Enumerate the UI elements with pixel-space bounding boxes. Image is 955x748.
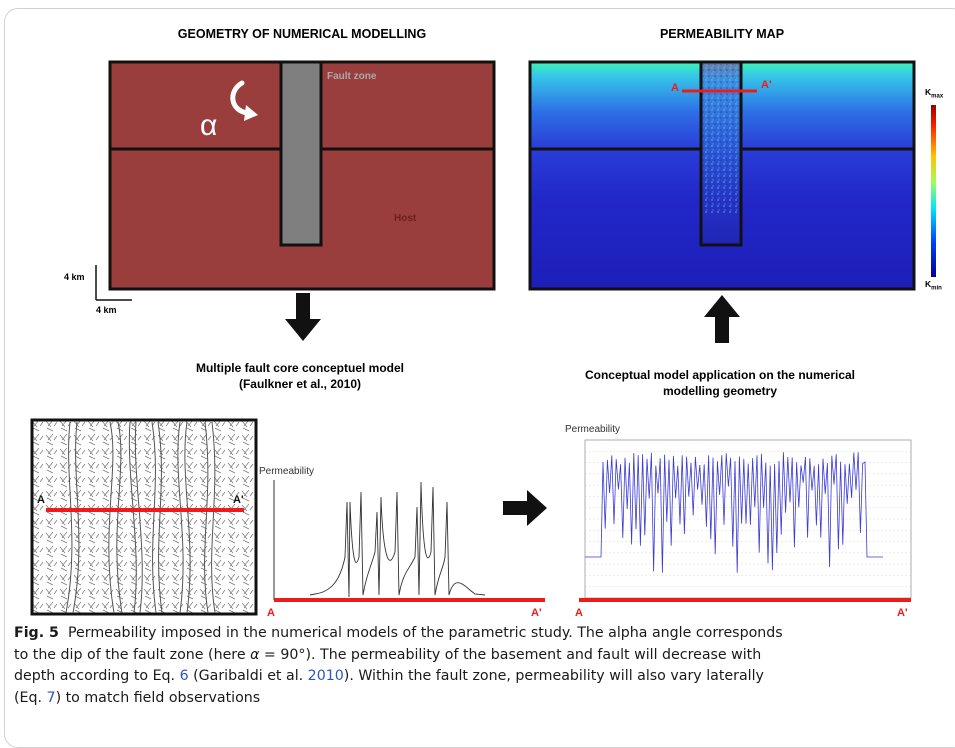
rotation-arrowhead-icon <box>244 105 258 121</box>
conceptual-ylabel: Permeability <box>259 466 314 477</box>
alpha-symbol: α <box>200 109 217 142</box>
conceptual-plot-end: A' <box>531 607 542 619</box>
fault-zone <box>279 60 323 247</box>
kmax-label: Kmax <box>925 87 944 100</box>
figure-caption: Fig. 5 Permeability imposed in the numer… <box>14 625 783 706</box>
geometry-title: GEOMETRY OF NUMERICAL MODELLING <box>177 27 427 41</box>
sketch-section-end: A' <box>233 494 244 506</box>
conceptual-profile: Permeability A A' <box>259 466 545 619</box>
map-fault-speckle <box>703 64 739 214</box>
permeability-map-title: PERMEABILITY MAP <box>659 27 785 41</box>
conceptual-title: Multiple fault core conceptuel model (Fa… <box>195 361 405 391</box>
application-title: Conceptual model application on the nume… <box>584 368 856 398</box>
garibaldi-2010-link[interactable]: 2010 <box>307 668 344 684</box>
sketch-section-start: A <box>37 494 45 506</box>
permeability-map: A A' <box>528 60 936 291</box>
fault-zone-label: Fault zone <box>327 71 377 82</box>
sketch-frame <box>30 418 258 616</box>
fault-core-sketch: A A' <box>30 418 258 616</box>
kmin-label: Kmin <box>925 279 942 292</box>
colorbar <box>931 105 936 277</box>
map-section-start: A <box>671 82 679 94</box>
scale-horizontal-label: 4 km <box>96 305 117 315</box>
application-curve <box>585 452 883 573</box>
application-ylabel: Permeability <box>565 424 620 435</box>
equation-6-link[interactable]: 6 <box>179 668 189 684</box>
conceptual-curve <box>309 481 486 598</box>
application-profile: Permeability A A' <box>565 424 912 619</box>
application-plot-start: A <box>575 607 583 619</box>
rotation-arrow-icon <box>230 80 251 116</box>
up-arrow-icon <box>704 295 740 343</box>
right-arrow-icon <box>503 490 547 526</box>
geometry-diagram: Fault zone Host α <box>95 60 496 301</box>
host-label: Host <box>394 213 417 224</box>
conceptual-plot-start: A <box>267 607 275 619</box>
application-plot-end: A' <box>897 607 908 619</box>
down-arrow-icon <box>285 293 321 341</box>
caption-label: Fig. 5 <box>14 625 59 641</box>
scale-vertical-label: 4 km <box>64 272 85 282</box>
equation-7-link[interactable]: 7 <box>46 689 56 706</box>
map-section-end: A' <box>761 79 772 91</box>
